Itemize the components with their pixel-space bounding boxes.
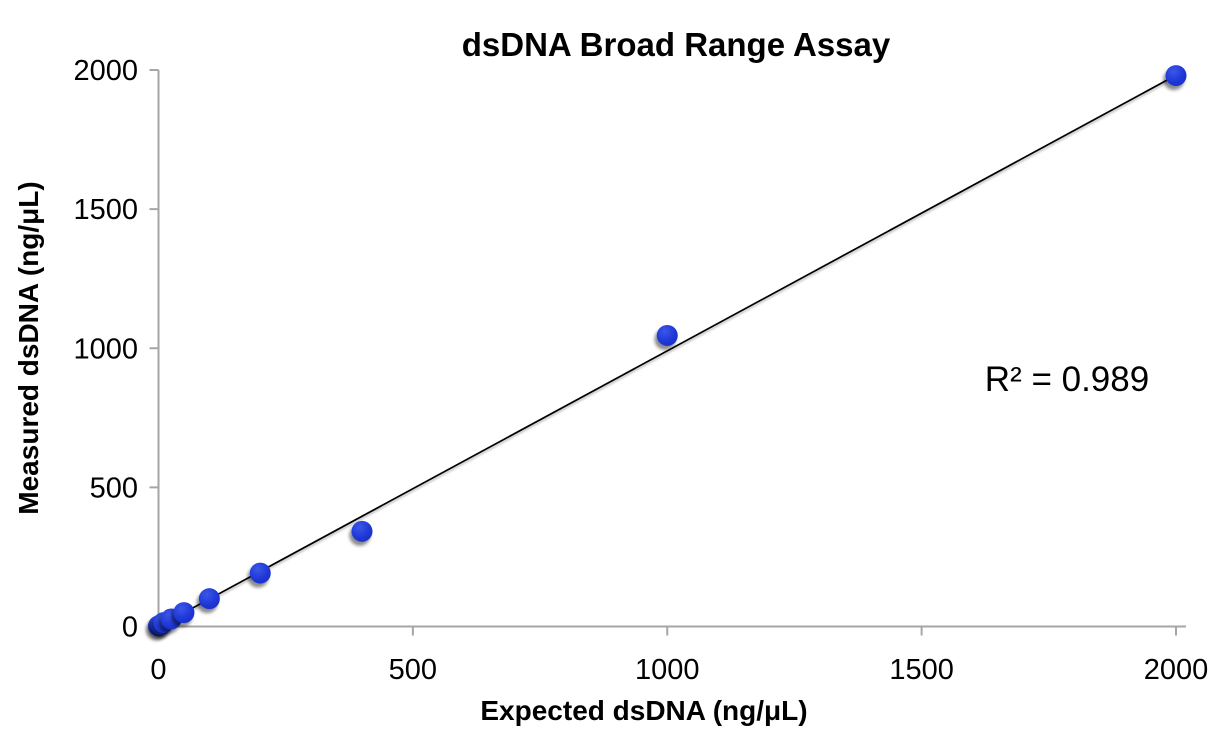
data-point bbox=[173, 602, 195, 624]
x-tick-label: 1000 bbox=[635, 654, 700, 686]
y-tick-label: 0 bbox=[122, 612, 138, 644]
x-tick-label: 2000 bbox=[1144, 654, 1209, 686]
x-tick-label: 1500 bbox=[889, 654, 954, 686]
y-axis-title: Measured dsDNA (ng/μL) bbox=[13, 181, 44, 514]
y-tick-label: 1000 bbox=[73, 333, 138, 365]
tick-labels: 0 500 1000 1500 2000 0 500 1000 1500 2000 bbox=[73, 55, 1208, 686]
data-point bbox=[656, 324, 678, 346]
data-points-layer bbox=[148, 65, 1187, 637]
y-tick-label: 2000 bbox=[73, 55, 138, 87]
x-tick-label: 500 bbox=[389, 654, 437, 686]
y-tick-label: 500 bbox=[90, 472, 138, 504]
trendline bbox=[158, 74, 1177, 628]
data-point bbox=[1165, 65, 1187, 87]
x-tick-label: 0 bbox=[150, 654, 166, 686]
x-axis-title: Expected dsDNA (ng/μL) bbox=[480, 695, 807, 726]
trendline-layer bbox=[158, 74, 1177, 628]
data-point bbox=[249, 562, 271, 584]
axes bbox=[149, 69, 1186, 636]
y-tick-label: 1500 bbox=[73, 194, 138, 226]
chart-title: dsDNA Broad Range Assay bbox=[462, 26, 891, 63]
r-squared-annotation: R² = 0.989 bbox=[985, 360, 1149, 399]
data-point bbox=[351, 520, 373, 542]
data-point bbox=[198, 588, 220, 610]
